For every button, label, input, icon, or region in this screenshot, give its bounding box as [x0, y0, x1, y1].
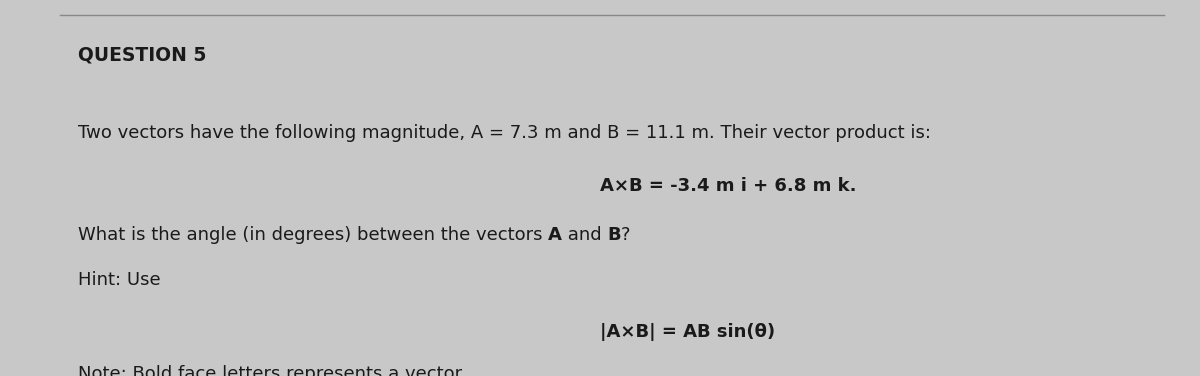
Text: What is the angle (in degrees) between the vectors: What is the angle (in degrees) between t… [78, 226, 548, 244]
Text: B: B [607, 226, 622, 244]
Text: Two vectors have the following magnitude, A = 7.3 m and B = 11.1 m. Their vector: Two vectors have the following magnitude… [78, 124, 931, 142]
Text: QUESTION 5: QUESTION 5 [78, 45, 206, 64]
Text: Note: Bold face letters represents a vector.: Note: Bold face letters represents a vec… [78, 365, 467, 376]
Text: ?: ? [622, 226, 631, 244]
Text: Hint: Use: Hint: Use [78, 271, 161, 289]
Text: A: A [548, 226, 562, 244]
Text: |A×B| = AB sin(θ): |A×B| = AB sin(θ) [600, 323, 775, 341]
Text: and: and [562, 226, 607, 244]
Text: A×B = -3.4 m i + 6.8 m k.: A×B = -3.4 m i + 6.8 m k. [600, 177, 857, 195]
